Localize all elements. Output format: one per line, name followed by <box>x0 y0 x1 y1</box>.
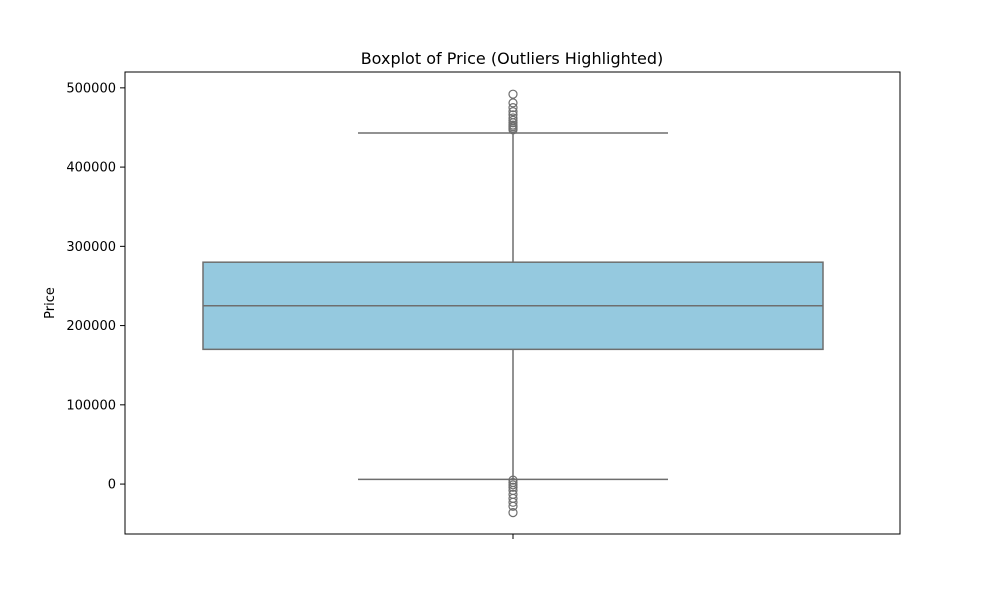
y-tick-label: 200000 <box>66 319 116 334</box>
outlier-point-high <box>508 98 518 108</box>
outlier-point-high <box>508 110 518 120</box>
outlier-point-low <box>508 508 518 518</box>
outlier-point-high <box>508 107 518 117</box>
outlier-point-low <box>508 475 518 485</box>
chart-title: Boxplot of Price (Outliers Highlighted) <box>361 49 664 68</box>
y-tick-label: 300000 <box>66 240 116 255</box>
y-tick-label: 100000 <box>66 398 116 413</box>
outlier-point-low <box>508 501 518 511</box>
outlier-point-high <box>508 103 518 113</box>
y-axis-label: Price <box>43 287 58 319</box>
outlier-point-high <box>508 113 518 123</box>
outlier-point-low <box>508 482 518 492</box>
y-tick-label: 500000 <box>66 81 116 96</box>
plot-area: 0 100000 200000 300000 400000 500000 <box>66 71 901 539</box>
y-tick-label: 0 <box>108 478 116 493</box>
y-tick-label: 400000 <box>66 161 116 176</box>
outlier-point-low <box>508 480 518 490</box>
outlier-point-high <box>508 89 518 99</box>
outlier-point-high <box>508 120 518 130</box>
outlier-point-low <box>508 497 518 507</box>
outlier-point-high <box>508 115 518 125</box>
